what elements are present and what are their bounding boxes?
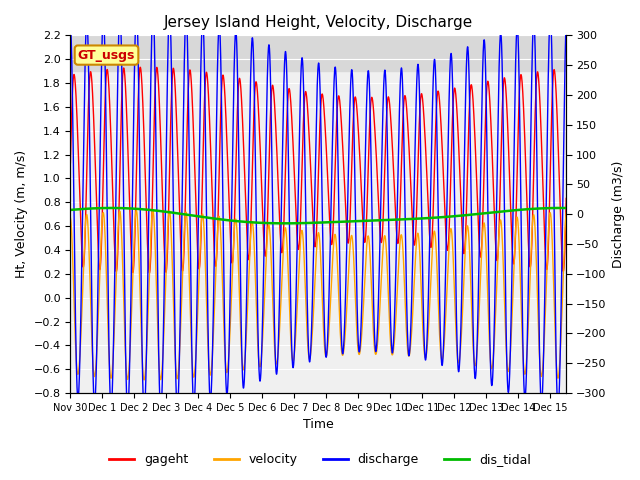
Y-axis label: Ht, Velocity (m, m/s): Ht, Velocity (m, m/s) bbox=[15, 150, 28, 278]
Text: GT_usgs: GT_usgs bbox=[78, 48, 135, 61]
X-axis label: Time: Time bbox=[303, 419, 333, 432]
Bar bbox=[70, 36, 566, 71]
Title: Jersey Island Height, Velocity, Discharge: Jersey Island Height, Velocity, Discharg… bbox=[164, 15, 473, 30]
Legend: gageht, velocity, discharge, dis_tidal: gageht, velocity, discharge, dis_tidal bbox=[104, 448, 536, 471]
Y-axis label: Discharge (m3/s): Discharge (m3/s) bbox=[612, 160, 625, 268]
